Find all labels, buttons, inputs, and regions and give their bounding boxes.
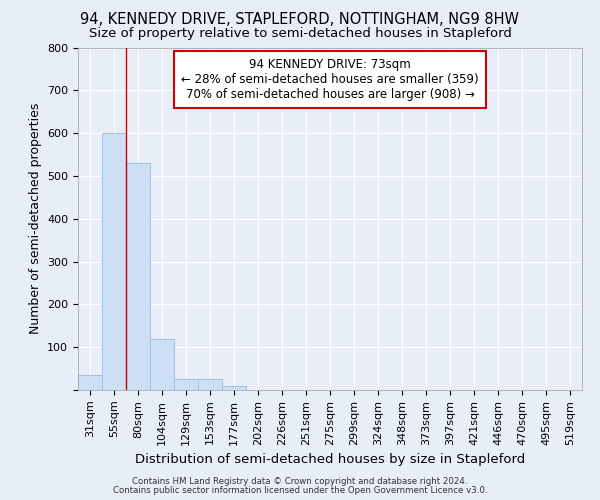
Text: 94, KENNEDY DRIVE, STAPLEFORD, NOTTINGHAM, NG9 8HW: 94, KENNEDY DRIVE, STAPLEFORD, NOTTINGHA… — [80, 12, 520, 28]
Bar — [126, 163, 150, 390]
Bar — [150, 338, 174, 390]
Y-axis label: Number of semi-detached properties: Number of semi-detached properties — [29, 103, 41, 334]
Bar — [198, 380, 222, 390]
X-axis label: Distribution of semi-detached houses by size in Stapleford: Distribution of semi-detached houses by … — [135, 453, 525, 466]
Bar — [174, 380, 198, 390]
Text: 94 KENNEDY DRIVE: 73sqm
← 28% of semi-detached houses are smaller (359)
70% of s: 94 KENNEDY DRIVE: 73sqm ← 28% of semi-de… — [181, 58, 479, 101]
Text: Contains public sector information licensed under the Open Government Licence v3: Contains public sector information licen… — [113, 486, 487, 495]
Bar — [78, 375, 102, 390]
Bar — [222, 386, 246, 390]
Text: Size of property relative to semi-detached houses in Stapleford: Size of property relative to semi-detach… — [89, 28, 511, 40]
Bar — [102, 133, 126, 390]
Text: Contains HM Land Registry data © Crown copyright and database right 2024.: Contains HM Land Registry data © Crown c… — [132, 477, 468, 486]
